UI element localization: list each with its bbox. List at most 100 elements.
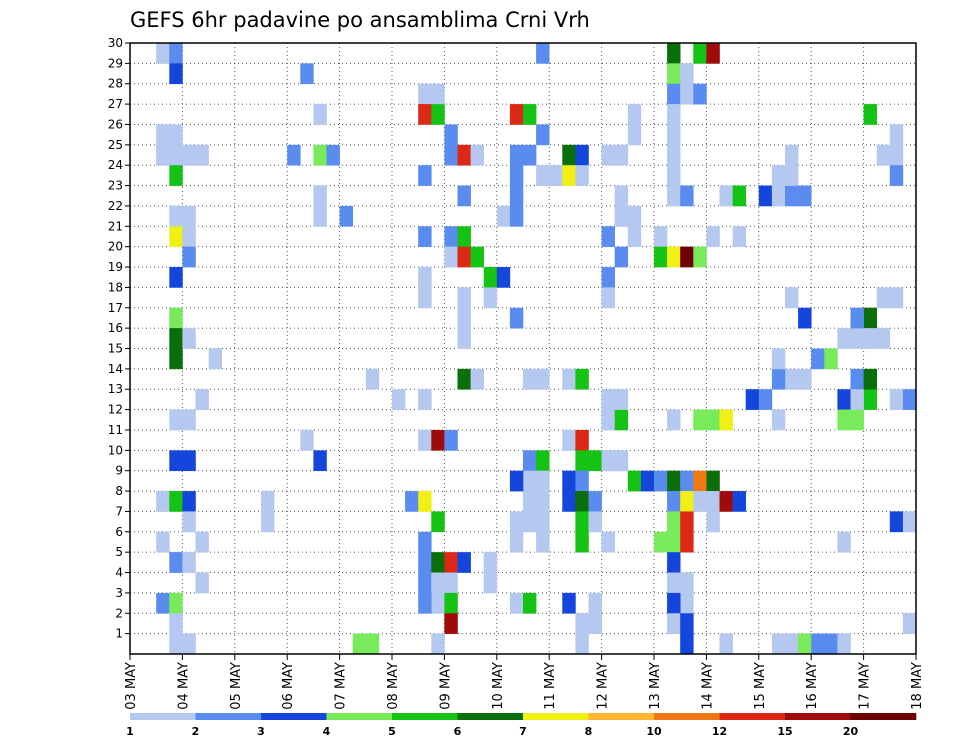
heatmap-cell: [667, 409, 681, 431]
y-axis: 1234567891011121314151617181920212223242…: [108, 36, 130, 641]
heatmap-cell: [575, 144, 589, 166]
heatmap-cell: [352, 633, 367, 655]
heatmap-cell: [824, 633, 838, 655]
heatmap-cell: [536, 450, 550, 471]
heatmap-cell: [418, 83, 432, 105]
heatmap-cell: [483, 572, 498, 594]
x-tick-label: 17 MAY: [858, 662, 873, 710]
x-tick-label: 14 MAY: [700, 662, 715, 710]
heatmap-cell: [457, 226, 471, 247]
colorbar-label: 2: [192, 725, 200, 738]
heatmap-cell: [431, 83, 445, 105]
heatmap-cell: [418, 531, 432, 553]
heatmap-cell: [365, 368, 380, 390]
heatmap-cell: [680, 246, 694, 268]
heatmap-cell: [562, 165, 576, 186]
heatmap-cell: [889, 144, 904, 166]
heatmap-cell: [667, 552, 681, 573]
heatmap-cell: [680, 63, 694, 85]
heatmap-cell: [483, 287, 498, 309]
heatmap-cell: [667, 165, 681, 186]
heatmap-cell: [182, 511, 196, 533]
heatmap-cell: [667, 511, 681, 533]
heatmap-cell: [169, 165, 183, 186]
heatmap-cell: [837, 531, 851, 553]
heatmap-cell: [182, 450, 196, 471]
heatmap-cell: [444, 144, 458, 166]
heatmap-cell: [850, 368, 864, 390]
heatmap-cell: [313, 144, 327, 166]
heatmap-cell: [169, 226, 183, 247]
heatmap-cell: [562, 429, 576, 451]
colorbar-label: 7: [519, 725, 527, 738]
heatmap-cell: [601, 267, 615, 288]
heatmap-cell: [876, 287, 891, 309]
colorbar-swatch: [654, 713, 720, 720]
heatmap-cell: [169, 491, 183, 512]
heatmap-cell: [575, 368, 589, 390]
y-tick-label: 26: [108, 117, 123, 131]
heatmap-cell: [614, 205, 629, 227]
heatmap-cell: [195, 572, 209, 594]
heatmap-cell: [509, 185, 524, 207]
heatmap-cell: [536, 511, 550, 533]
heatmap-cell: [863, 307, 877, 329]
heatmap-cell: [444, 592, 458, 614]
heatmap-cell: [169, 328, 183, 349]
heatmap-cell: [418, 104, 432, 125]
heatmap-cell: [182, 205, 196, 227]
heatmap-cell: [195, 389, 209, 410]
heatmap-cell: [418, 226, 432, 247]
heatmap-cell: [156, 531, 170, 553]
heatmap-cell: [431, 552, 445, 573]
heatmap-cell: [601, 450, 615, 471]
colorbar-swatch: [130, 713, 196, 720]
heatmap-cell: [169, 633, 183, 655]
heatmap-cell: [562, 368, 576, 390]
y-tick-label: 18: [108, 280, 123, 294]
colorbar-swatch: [261, 713, 327, 720]
colorbar-label: 4: [323, 725, 331, 738]
heatmap-cell: [169, 267, 183, 288]
heatmap-cell: [523, 592, 537, 614]
heatmap-cell: [169, 205, 183, 227]
heatmap-cell: [536, 43, 550, 64]
heatmap-cell: [667, 491, 681, 512]
heatmap-cell: [326, 144, 340, 166]
heatmap-cell: [667, 613, 681, 634]
heatmap-cell: [601, 389, 615, 410]
heatmap-cell: [863, 104, 877, 125]
heatmap-cell: [195, 144, 209, 166]
heatmap-cell: [680, 633, 694, 655]
heatmap-cell: [457, 368, 471, 390]
heatmap-cell: [798, 185, 812, 207]
heatmap-cell: [889, 287, 904, 309]
y-tick-label: 5: [115, 545, 123, 559]
heatmap-cell: [169, 43, 183, 64]
heatmap-cell: [614, 450, 629, 471]
heatmap-cell: [601, 226, 615, 247]
heatmap-cell: [562, 592, 576, 614]
heatmap-cell: [614, 409, 629, 431]
heatmap-cell: [575, 511, 589, 533]
y-tick-label: 21: [108, 219, 123, 233]
heatmap-cell: [365, 633, 380, 655]
heatmap-cell: [261, 511, 275, 533]
heatmap-cell: [824, 348, 838, 370]
heatmap-cell: [745, 389, 760, 410]
heatmap-cell: [444, 246, 458, 268]
heatmap-cell: [523, 368, 537, 390]
heatmap-cell: [431, 511, 445, 533]
heatmap-cell: [889, 511, 904, 533]
heatmap-cell: [523, 470, 537, 492]
heatmap-cell: [509, 104, 524, 125]
heatmap-cell: [575, 633, 589, 655]
heatmap-cell: [758, 185, 773, 207]
heatmap-cell: [287, 144, 301, 166]
heatmap-cell: [680, 511, 694, 533]
heatmap-cell: [667, 470, 681, 492]
heatmap-cell: [667, 185, 681, 207]
heatmap-cell: [785, 165, 799, 186]
heatmap-cell: [680, 185, 694, 207]
y-tick-label: 3: [115, 586, 123, 600]
